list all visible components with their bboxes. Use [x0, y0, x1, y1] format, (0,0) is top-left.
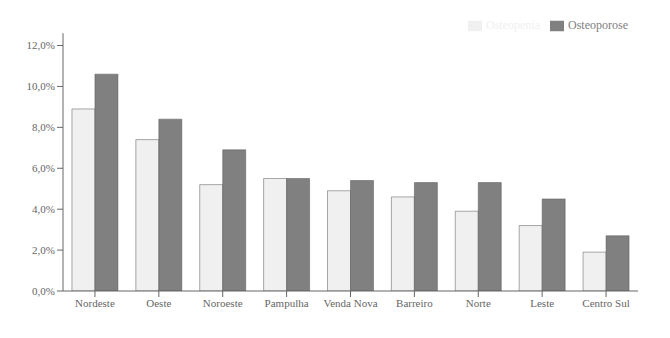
svg-text:10,0%: 10,0%: [27, 80, 55, 92]
svg-text:Oeste: Oeste: [146, 297, 171, 309]
svg-text:12,0%: 12,0%: [27, 39, 55, 51]
svg-text:Norte: Norte: [466, 297, 491, 309]
svg-text:Venda Nova: Venda Nova: [323, 297, 377, 309]
svg-text:Barreiro: Barreiro: [396, 297, 433, 309]
svg-text:0,0%: 0,0%: [32, 285, 55, 297]
svg-text:2,0%: 2,0%: [32, 244, 55, 256]
svg-text:Pampulha: Pampulha: [265, 297, 309, 309]
html-text:Osteopenia: Osteopenia: [486, 18, 540, 32]
svg-text:Noroeste: Noroeste: [203, 297, 243, 309]
svg-text:Leste: Leste: [530, 297, 554, 309]
svg-text:6,0%: 6,0%: [32, 162, 55, 174]
svg-text:4,0%: 4,0%: [32, 203, 55, 215]
svg-text:Centro Sul: Centro Sul: [582, 297, 629, 309]
html-text:Osteoporose: Osteoporose: [568, 18, 628, 32]
svg-text:Nordeste: Nordeste: [75, 297, 115, 309]
svg-text:8,0%: 8,0%: [32, 121, 55, 133]
